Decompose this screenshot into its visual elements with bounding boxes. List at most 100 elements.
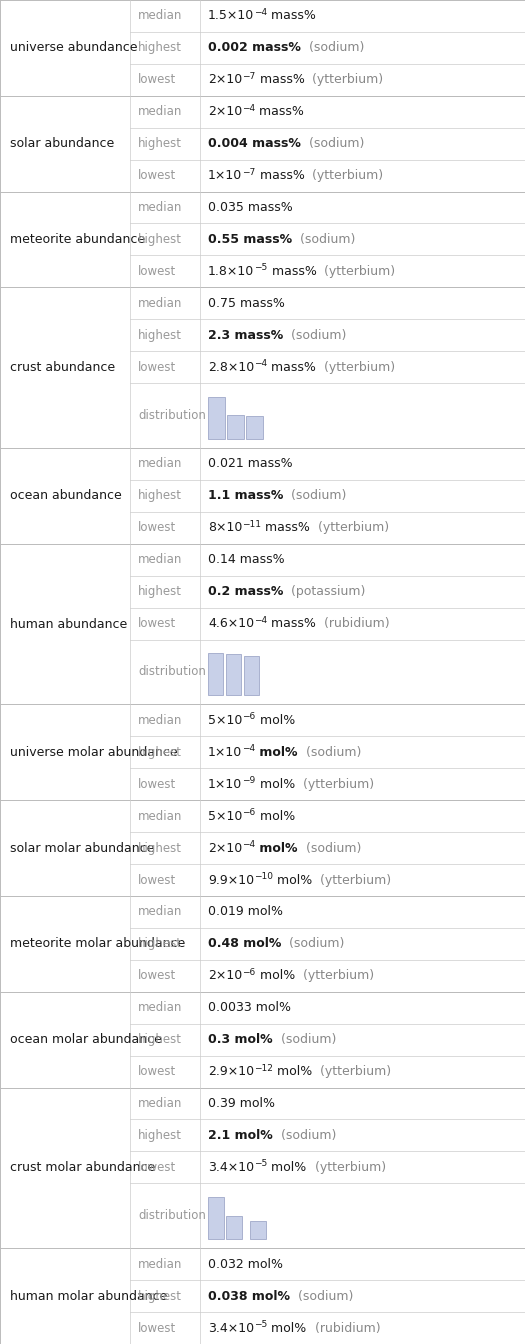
Text: mol%: mol% [273,1064,312,1078]
Text: (sodium): (sodium) [298,746,361,759]
Text: 0.55 mass%: 0.55 mass% [208,233,292,246]
Text: (ytterbium): (ytterbium) [312,1064,392,1078]
Text: lowest: lowest [138,617,176,630]
Text: highest: highest [138,42,182,54]
Text: ocean molar abundance: ocean molar abundance [10,1034,162,1046]
Text: mass%: mass% [255,105,304,118]
Text: −5: −5 [254,263,268,273]
Text: universe abundance: universe abundance [10,42,138,54]
Text: lowest: lowest [138,778,176,790]
Text: mass%: mass% [261,521,310,535]
Text: (sodium): (sodium) [290,1290,353,1302]
Text: (ytterbium): (ytterbium) [316,360,395,374]
Text: mol%: mol% [273,874,312,887]
Text: −4: −4 [242,745,255,754]
Text: 4.6×10: 4.6×10 [208,617,254,630]
Text: −4: −4 [254,8,267,17]
Text: highest: highest [138,746,182,759]
Text: 0.004 mass%: 0.004 mass% [208,137,301,151]
Text: 0.75 mass%: 0.75 mass% [208,297,285,309]
Text: median: median [138,906,183,918]
Text: (sodium): (sodium) [281,937,345,950]
Text: human abundance: human abundance [10,618,127,630]
Text: 0.019 mol%: 0.019 mol% [208,906,283,918]
Text: 2.8×10: 2.8×10 [208,360,254,374]
Text: mass%: mass% [267,360,316,374]
Text: (rubidium): (rubidium) [307,1321,380,1335]
Text: −9: −9 [242,777,256,785]
Text: mol%: mol% [256,809,295,823]
Text: lowest: lowest [138,521,176,535]
Text: mass%: mass% [256,74,304,86]
Text: (potassium): (potassium) [284,585,366,598]
Bar [250,1222,266,1239]
Text: universe molar abundance: universe molar abundance [10,746,177,759]
Text: 2×10: 2×10 [208,74,242,86]
Text: −5: −5 [254,1320,267,1329]
Text: 0.032 mol%: 0.032 mol% [208,1258,283,1270]
Text: median: median [138,1001,183,1015]
Bar [208,396,225,439]
Text: (sodium): (sodium) [273,1129,336,1142]
Text: −7: −7 [242,71,256,81]
Text: (ytterbium): (ytterbium) [295,778,374,790]
Text: 2×10: 2×10 [208,841,242,855]
Text: 0.14 mass%: 0.14 mass% [208,554,285,566]
Text: −6: −6 [243,808,256,817]
Text: ocean abundance: ocean abundance [10,489,122,503]
Text: mol%: mol% [255,746,298,759]
Text: highest: highest [138,489,182,503]
Text: (ytterbium): (ytterbium) [317,265,395,278]
Text: −10: −10 [254,872,273,882]
Text: −4: −4 [242,103,255,113]
Text: −4: −4 [254,616,267,625]
Text: 2.3 mass%: 2.3 mass% [208,329,284,341]
Text: 3.4×10: 3.4×10 [208,1161,254,1173]
Text: highest: highest [138,1129,182,1142]
Bar [244,656,259,695]
Text: 2.9×10: 2.9×10 [208,1064,254,1078]
Text: 2×10: 2×10 [208,105,242,118]
Text: solar abundance: solar abundance [10,137,114,151]
Text: meteorite molar abundance: meteorite molar abundance [10,937,185,950]
Text: mol%: mol% [256,778,295,790]
Text: (sodium): (sodium) [298,841,361,855]
Text: distribution: distribution [138,409,206,422]
Text: (sodium): (sodium) [284,489,347,503]
Text: highest: highest [138,1290,182,1302]
Text: 0.035 mass%: 0.035 mass% [208,202,293,214]
Text: lowest: lowest [138,969,176,982]
Text: (sodium): (sodium) [292,233,355,246]
Text: lowest: lowest [138,169,176,181]
Text: 2.1 mol%: 2.1 mol% [208,1129,273,1142]
Bar [226,1216,242,1239]
Text: −6: −6 [243,712,256,722]
Text: mol%: mol% [267,1321,307,1335]
Text: highest: highest [138,937,182,950]
Text: lowest: lowest [138,874,176,887]
Text: mass%: mass% [256,169,304,181]
Text: (ytterbium): (ytterbium) [304,74,384,86]
Text: solar molar abundance: solar molar abundance [10,841,154,855]
Text: mass%: mass% [268,265,317,278]
Text: (ytterbium): (ytterbium) [304,169,384,181]
Text: highest: highest [138,233,182,246]
Text: 0.0033 mol%: 0.0033 mol% [208,1001,291,1015]
Text: highest: highest [138,585,182,598]
Text: median: median [138,1258,183,1270]
Text: (sodium): (sodium) [284,329,346,341]
Text: −11: −11 [243,520,261,530]
Text: −6: −6 [242,968,256,977]
Text: 0.39 mol%: 0.39 mol% [208,1097,275,1110]
Text: 0.002 mass%: 0.002 mass% [208,42,301,54]
Text: highest: highest [138,841,182,855]
Text: 0.2 mass%: 0.2 mass% [208,585,284,598]
Text: 5×10: 5×10 [208,809,243,823]
Text: −4: −4 [254,359,267,368]
Text: lowest: lowest [138,1064,176,1078]
Text: lowest: lowest [138,74,176,86]
Text: 1×10: 1×10 [208,169,242,181]
Text: 1.8×10: 1.8×10 [208,265,254,278]
Text: −5: −5 [254,1160,267,1168]
Text: crust abundance: crust abundance [10,362,115,374]
